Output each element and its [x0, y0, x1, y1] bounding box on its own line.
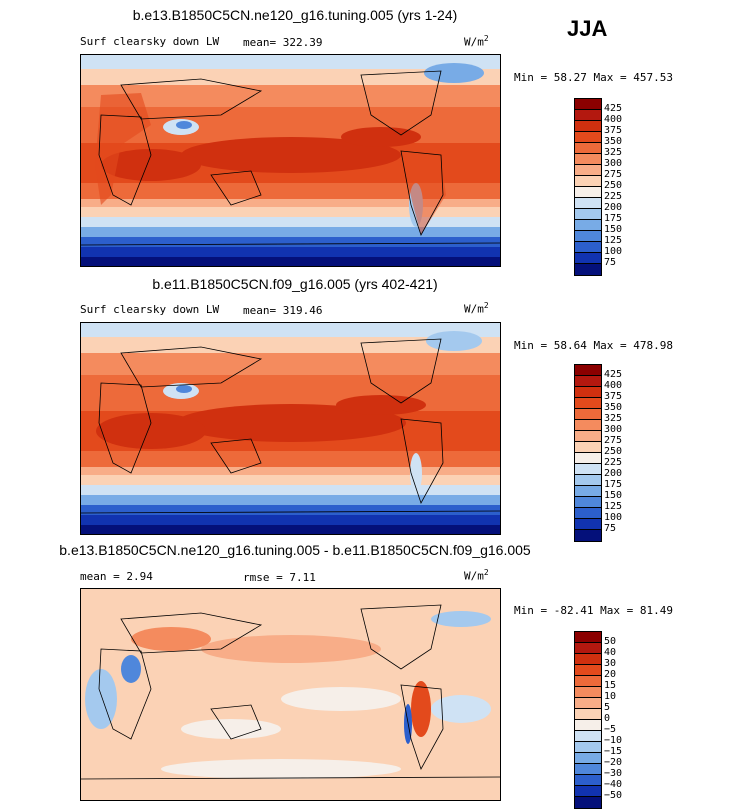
colorbar-tick: 75	[604, 523, 617, 534]
colorbar-tick: 30	[604, 658, 617, 669]
colorbar-tick: 150	[604, 224, 623, 235]
panel-2-units: W/m2	[464, 301, 489, 316]
colorbar-tick: −15	[604, 746, 623, 757]
colorbar-tick: 175	[604, 213, 623, 224]
colorbar-tick: 20	[604, 669, 617, 680]
colorbar-tick: −5	[604, 724, 617, 735]
colorbar-tick: 225	[604, 457, 623, 468]
colorbar-tick: −50	[604, 790, 623, 801]
panel-3-units: W/m2	[464, 568, 489, 583]
colorbar-tick: 40	[604, 647, 617, 658]
colorbar-tick: −10	[604, 735, 623, 746]
colorbar-tick: 50	[604, 636, 617, 647]
colorbar-tick: 5	[604, 702, 611, 713]
colorbar-tick: −40	[604, 779, 623, 790]
colorbar-tick: 300	[604, 158, 623, 169]
panel-1-field	[81, 55, 500, 266]
colorbar-tick: 200	[604, 468, 623, 479]
colorbar-tick: 375	[604, 125, 623, 136]
colorbar-tick: 225	[604, 191, 623, 202]
panel-2-colorbar	[574, 364, 602, 542]
panel-2-minmax: Min = 58.64 Max = 478.98	[514, 339, 673, 352]
panel-1-map	[80, 54, 501, 267]
panel-3-mean: mean = 2.94	[80, 570, 153, 583]
panel-3-map	[80, 588, 501, 801]
colorbar-tick: 250	[604, 446, 623, 457]
panel-1-units: W/m2	[464, 34, 489, 49]
colorbar-tick: 325	[604, 147, 623, 158]
panel-1-title: b.e13.B1850C5CN.ne120_g16.tuning.005 (yr…	[132, 7, 458, 23]
panel-1-minmax: Min = 58.27 Max = 457.53	[514, 71, 673, 84]
panel-3-minmax: Min = -82.41 Max = 81.49	[514, 604, 673, 617]
colorbar-tick: 75	[604, 257, 617, 268]
colorbar-tick: 15	[604, 680, 617, 691]
colorbar-tick: 0	[604, 713, 611, 724]
panel-3-rmse: rmse = 7.11	[243, 571, 316, 584]
colorbar-tick: 125	[604, 235, 623, 246]
panel-3-colorbar	[574, 631, 602, 809]
panel-2-subtitle: Surf clearsky down LW	[80, 303, 220, 316]
panel-2-mean: mean= 319.46	[243, 304, 323, 317]
panel-1-colorbar-labels: 425 400 375 350 325 300 275 250 225 200 …	[604, 104, 644, 274]
colorbar-tick: 325	[604, 413, 623, 424]
colorbar-tick: 10	[604, 691, 617, 702]
panel-3-colorbar-labels: 50 40 30 20 15 10 5 0 −5 −10 −15 −20 −30…	[604, 637, 644, 807]
colorbar-tick: 400	[604, 380, 623, 391]
colorbar-tick: 425	[604, 103, 623, 114]
colorbar-tick: −20	[604, 757, 623, 768]
panel-3-title: b.e13.B1850C5CN.ne120_g16.tuning.005 - b…	[59, 542, 531, 558]
colorbar-tick: −30	[604, 768, 623, 779]
colorbar-tick: 100	[604, 246, 623, 257]
season-label: JJA	[567, 16, 608, 41]
panel-2-map	[80, 322, 501, 535]
colorbar-tick: 375	[604, 391, 623, 402]
panel-3-field	[81, 589, 500, 800]
colorbar-tick: 175	[604, 479, 623, 490]
colorbar-tick: 125	[604, 501, 623, 512]
colorbar-tick: 275	[604, 169, 623, 180]
colorbar-tick: 100	[604, 512, 623, 523]
panel-1-colorbar	[574, 98, 602, 276]
panel-2-colorbar-labels: 425 400 375 350 325 300 275 250 225 200 …	[604, 370, 644, 540]
colorbar-tick: 200	[604, 202, 623, 213]
colorbar-tick: 350	[604, 402, 623, 413]
colorbar-tick: 250	[604, 180, 623, 191]
panel-2-title: b.e11.B1850C5CN.f09_g16.005 (yrs 402-421…	[152, 276, 438, 292]
panel-1-mean: mean= 322.39	[243, 36, 323, 49]
colorbar-tick: 400	[604, 114, 623, 125]
colorbar-tick: 275	[604, 435, 623, 446]
colorbar-tick: 425	[604, 369, 623, 380]
panel-2-field	[81, 323, 500, 534]
panel-1-subtitle: Surf clearsky down LW	[80, 35, 220, 48]
colorbar-tick: 350	[604, 136, 623, 147]
colorbar-tick: 150	[604, 490, 623, 501]
colorbar-tick: 300	[604, 424, 623, 435]
